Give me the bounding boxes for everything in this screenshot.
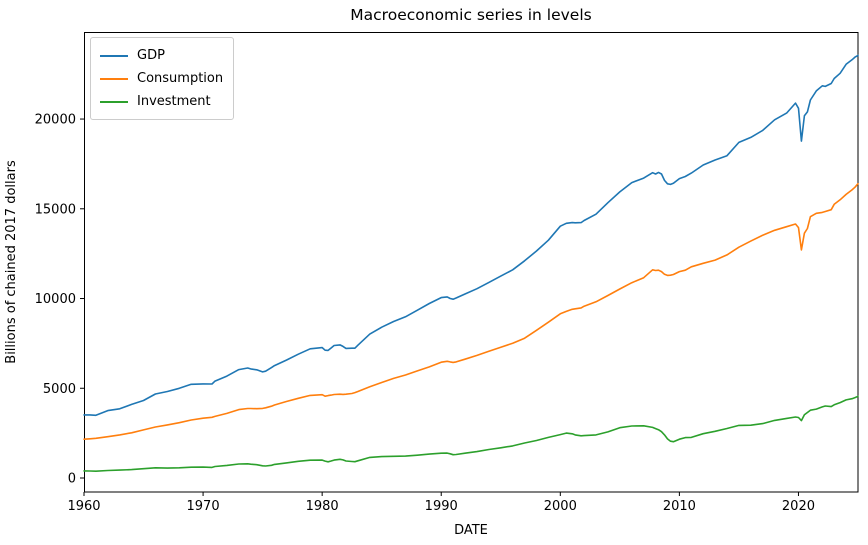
legend-item-consumption: Consumption [100,67,223,90]
legend-label: Consumption [137,71,224,86]
x-tick-label: 2010 [663,499,696,514]
y-tick-label: 5000 [43,382,76,397]
x-tick-label: 2000 [544,499,577,514]
x-tick-label: 2020 [782,499,815,514]
legend-line-sample-consumption [100,77,128,80]
y-tick-label: 10000 [35,292,76,307]
y-axis-title: Billions of chained 2017 dollars [4,160,19,364]
x-axis-title: DATE [454,523,488,538]
legend-item-investment: Investment [100,90,223,113]
legend-line-sample-investment [100,100,128,103]
x-tick-label: 1970 [187,499,220,514]
y-tick-label: 15000 [35,202,76,217]
legend-label: Investment [137,94,211,109]
y-tick-label: 20000 [35,113,76,128]
legend-item-gdp: GDP [100,44,223,67]
x-tick-label: 1990 [425,499,458,514]
investment-line [83,395,859,473]
consumption-line [83,182,859,441]
x-tick-label: 1960 [67,499,100,514]
y-tick-label: 0 [68,472,76,487]
gdp-line [83,54,859,417]
legend: GDP Consumption Investment [90,37,235,120]
legend-line-sample-gdp [100,54,128,57]
legend-label: GDP [137,48,165,63]
series-layer [83,54,859,473]
x-tick-label: 1980 [306,499,339,514]
plot-border [84,32,859,493]
chart-title: Macroeconomic series in levels [350,6,591,24]
ticks-layer: 1960 1970 1980 1990 2000 2010 2020 0 5000 10000 15… [35,113,815,514]
